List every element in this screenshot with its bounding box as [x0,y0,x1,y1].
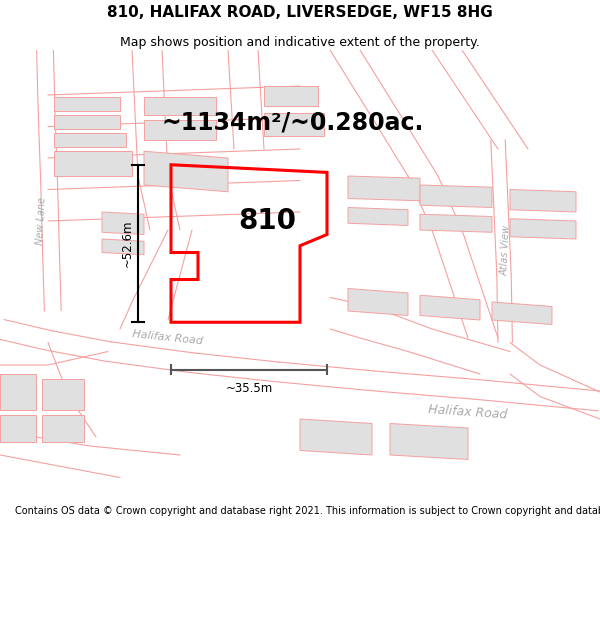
Polygon shape [348,208,408,226]
Text: Contains OS data © Crown copyright and database right 2021. This information is : Contains OS data © Crown copyright and d… [15,506,600,516]
Polygon shape [144,120,216,140]
Polygon shape [42,379,84,410]
Polygon shape [54,115,120,129]
Text: 810, HALIFAX ROAD, LIVERSEDGE, WF15 8HG: 810, HALIFAX ROAD, LIVERSEDGE, WF15 8HG [107,5,493,20]
Polygon shape [102,212,144,234]
Text: Atlas View: Atlas View [499,224,512,276]
Polygon shape [348,176,420,201]
Polygon shape [54,133,126,147]
Polygon shape [54,98,120,111]
Polygon shape [0,374,36,410]
Polygon shape [348,289,408,316]
Polygon shape [420,214,492,232]
Text: New Lane: New Lane [35,197,47,245]
Text: Halifax Road: Halifax Road [132,329,204,347]
Text: ~35.5m: ~35.5m [226,382,272,395]
Text: 810: 810 [238,207,296,235]
Polygon shape [390,424,468,459]
Polygon shape [510,219,576,239]
Polygon shape [510,189,576,212]
Text: Map shows position and indicative extent of the property.: Map shows position and indicative extent… [120,36,480,49]
Polygon shape [264,113,324,136]
Text: Halifax Road: Halifax Road [428,403,508,421]
Polygon shape [144,98,216,115]
Polygon shape [54,151,132,176]
Text: ~1134m²/~0.280ac.: ~1134m²/~0.280ac. [162,110,424,134]
Polygon shape [264,86,318,106]
Polygon shape [300,419,372,455]
Polygon shape [42,414,84,441]
Polygon shape [0,414,36,441]
Polygon shape [144,151,228,192]
Polygon shape [492,302,552,324]
Polygon shape [420,185,492,208]
Text: ~52.6m: ~52.6m [121,220,134,268]
Polygon shape [102,239,144,255]
Polygon shape [420,295,480,320]
